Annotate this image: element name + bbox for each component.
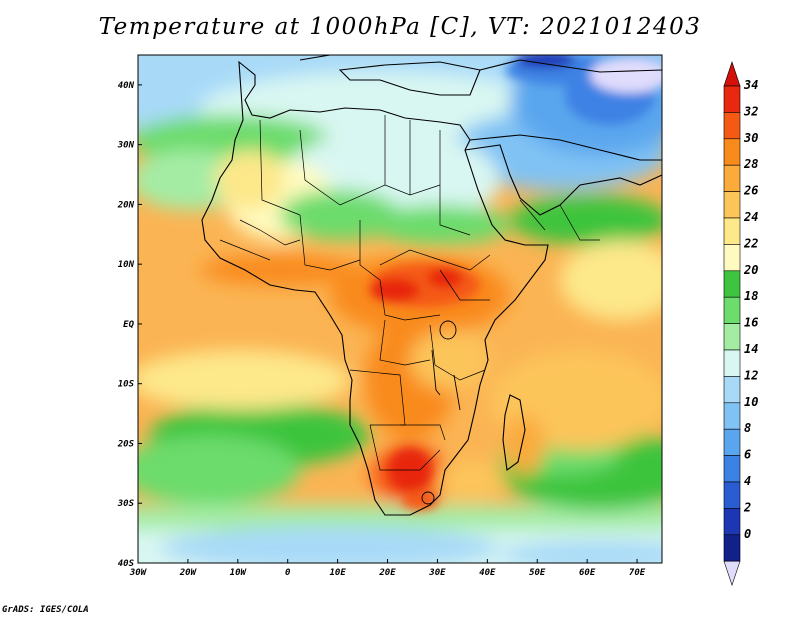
lon-tick-label: 30W — [129, 568, 148, 578]
colorbar-label: 14 — [744, 342, 758, 356]
colorbar-label: 28 — [743, 157, 758, 171]
colorbar-swatch — [723, 296, 741, 324]
colorbar-swatch — [723, 244, 741, 272]
lat-tick-label: 30S — [117, 499, 135, 509]
temperature-field — [138, 55, 662, 563]
colorbar-swatch — [723, 428, 741, 456]
colorbar-label: 8 — [744, 421, 751, 435]
colorbar-swatch — [723, 217, 741, 245]
colorbar-swatch — [723, 323, 741, 351]
colorbar-swatch — [723, 270, 741, 298]
colorbar-swatch — [723, 455, 741, 483]
colorbar-label: 22 — [743, 236, 758, 250]
colorbar-label: 24 — [743, 210, 758, 224]
colorbar-top-arrow — [723, 61, 741, 87]
colorbar-label: 4 — [744, 474, 751, 488]
colorbar-label: 2 — [743, 500, 751, 514]
lon-tick-label: 70E — [629, 568, 646, 578]
latitude-axis: 40N 30N 20N 10N EQ 10S 20S 30S 40S — [117, 81, 142, 569]
lat-tick-label: 20N — [117, 200, 135, 210]
lat-tick-label: 40N — [118, 81, 135, 91]
lon-tick-label: 20E — [378, 568, 396, 578]
lon-tick-label: 20W — [179, 568, 198, 578]
colorbar-swatch — [723, 534, 741, 562]
colorbar-label: 0 — [744, 527, 751, 541]
colorbar-label: 6 — [744, 448, 751, 462]
credit-text: GrADS: IGES/COLA — [2, 605, 89, 615]
lon-tick-label: 40E — [479, 568, 496, 578]
lon-tick-label: 10W — [230, 568, 248, 578]
lon-tick-label: 60E — [579, 568, 596, 578]
lat-tick-label: 30N — [117, 141, 135, 151]
colorbar-label: 34 — [743, 78, 758, 92]
lat-tick-label: 20S — [117, 439, 135, 449]
longitude-axis: 30W 20W 10W 0 10E 20E 30E 40E 50E 60E 70E — [129, 559, 646, 578]
lat-tick-label: 10S — [118, 380, 135, 390]
lat-tick-label: 40S — [118, 559, 135, 569]
lat-tick-label: 10N — [118, 260, 135, 270]
colorbar-label: 26 — [743, 184, 758, 198]
colorbar-swatch — [723, 191, 741, 219]
coastlines — [201, 55, 662, 516]
colorbar-swatch — [723, 85, 741, 113]
colorbar-label: 18 — [744, 289, 758, 303]
plot-frame — [137, 54, 663, 564]
lat-tick-label: EQ — [123, 320, 134, 330]
colorbar-label: 32 — [743, 104, 758, 118]
colorbar-label: 12 — [744, 368, 758, 382]
lon-tick-label: 0 — [285, 568, 291, 578]
map-title: Temperature at 1000hPa [C], VT: 20210124… — [98, 14, 702, 40]
colorbar-swatch — [723, 138, 741, 166]
lon-tick-label: 10E — [329, 568, 346, 578]
lon-tick-label: 30E — [428, 568, 446, 578]
colorbar-label: 16 — [744, 316, 758, 330]
country-borders — [219, 115, 600, 471]
colorbar-swatch — [723, 508, 741, 536]
colorbar-label: 20 — [743, 263, 758, 277]
colorbar-swatch — [723, 112, 741, 140]
colorbar-swatch — [723, 402, 741, 430]
colorbar-swatch — [723, 349, 741, 377]
lon-tick-label: 50E — [529, 568, 546, 578]
colorbar-bottom-arrow — [723, 560, 741, 587]
colorbar-label: 10 — [744, 395, 758, 409]
colorbar-swatch — [723, 376, 741, 404]
colorbar-swatch — [723, 164, 741, 192]
colorbar-label: 30 — [743, 131, 758, 145]
lakes — [421, 320, 461, 505]
colorbar-swatch — [723, 481, 741, 509]
